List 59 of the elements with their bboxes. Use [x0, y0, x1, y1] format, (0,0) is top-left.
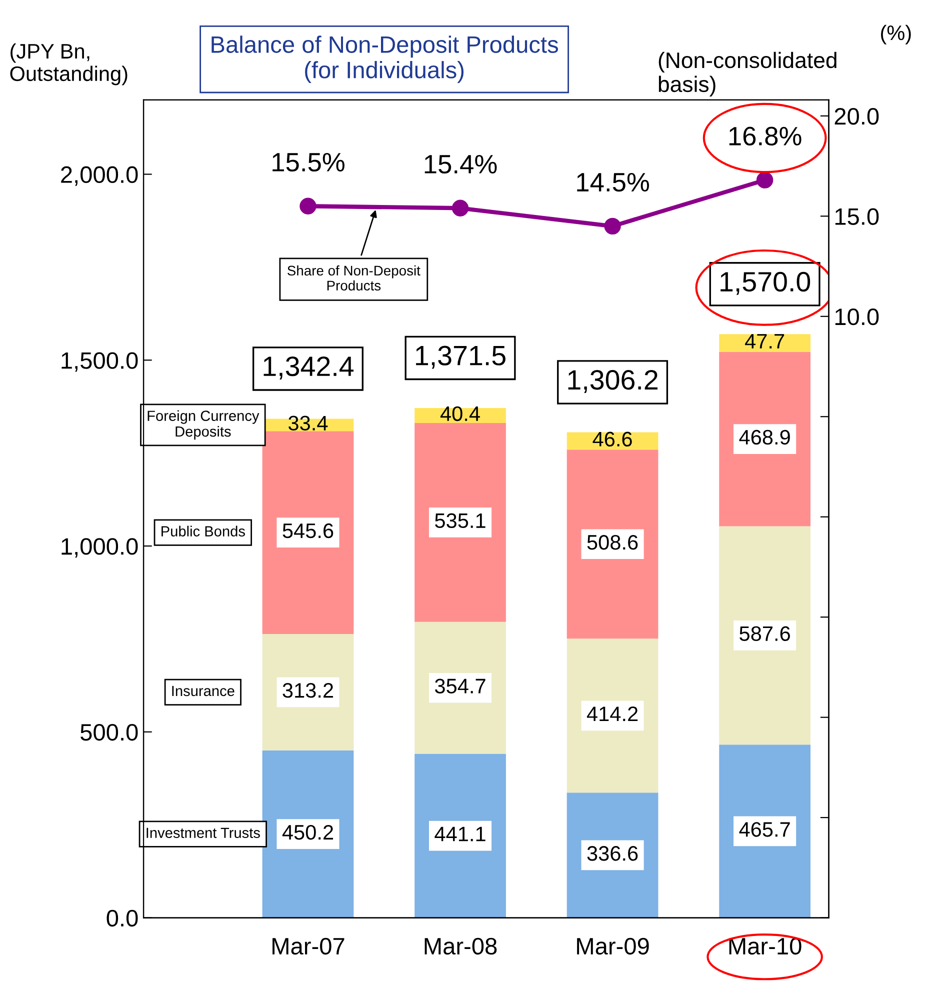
bar	[719, 744, 810, 918]
y2-tick-label: 20.0	[834, 108, 879, 125]
data-label: 47.7	[745, 334, 784, 348]
chart-title: Balance of Non-Deposit Products (for Individuals)	[212, 36, 558, 84]
y2-tick-label: 10.0	[835, 308, 879, 326]
bar	[566, 638, 658, 793]
x-tick-label: Mar-09	[577, 938, 649, 955]
y-tick-label: 2,000.0	[61, 166, 138, 186]
data-label: 354.7	[434, 678, 486, 694]
point	[300, 198, 316, 214]
x-tick-label: Mar-07	[272, 938, 344, 955]
y-tick-label: 500.0	[80, 724, 138, 741]
y-tick-label: 1,500.0	[62, 352, 138, 372]
data-label: 33.4	[288, 416, 328, 431]
total-label: 1,371.5	[416, 346, 506, 369]
total-label: 1,342.4	[264, 356, 354, 380]
y2-tick-label: 15.0	[835, 208, 879, 225]
x-tick-label: Mar-08	[424, 938, 497, 955]
data-label: 535.1	[435, 513, 486, 528]
data-label: 15.4%	[424, 154, 497, 174]
bar	[719, 526, 810, 745]
point	[452, 200, 469, 216]
bar	[719, 334, 810, 352]
data-label: 587.6	[740, 626, 790, 642]
data-label: 313.2	[282, 683, 334, 698]
bar	[566, 450, 658, 639]
data-label: 414.2	[586, 706, 638, 722]
point	[756, 172, 774, 188]
data-label: 40.4	[440, 406, 480, 422]
data-label: 46.6	[592, 432, 632, 447]
y-tick-label: 0.0	[106, 910, 138, 927]
text: (JPY Bn, Outstanding)	[10, 43, 128, 86]
y-tick-label: 1,000.0	[62, 538, 138, 558]
data-label: 15.5%	[272, 152, 344, 172]
bar	[719, 352, 810, 526]
data-label: 450.2	[282, 824, 334, 840]
text: Share of Non-Deposit Products	[288, 265, 420, 291]
bar	[414, 754, 506, 918]
text: (%)	[881, 24, 911, 44]
data-label: 545.6	[282, 523, 334, 538]
x-tick-label: Mar-10	[729, 938, 802, 955]
series-label: Insurance	[172, 686, 234, 696]
data-label: 16.8%	[729, 126, 802, 146]
series-label: Investment Trusts	[146, 828, 260, 838]
bar	[414, 423, 506, 622]
total-label: 1,570.0	[720, 272, 810, 295]
bar	[262, 431, 354, 634]
text: (Non-consolidated basis)	[658, 52, 836, 96]
data-label: 508.6	[587, 534, 638, 550]
data-label: 465.7	[739, 822, 790, 837]
data-label: 441.1	[434, 826, 486, 842]
data-label: 14.5%	[577, 173, 650, 192]
point	[604, 218, 621, 235]
data-label: 468.9	[739, 430, 790, 445]
total-label: 1,306.2	[568, 370, 658, 393]
series-label: Foreign Currency Deposits	[148, 410, 260, 440]
series-label: Public Bonds	[162, 526, 245, 536]
bar	[262, 750, 354, 918]
data-label: 336.6	[587, 846, 638, 861]
